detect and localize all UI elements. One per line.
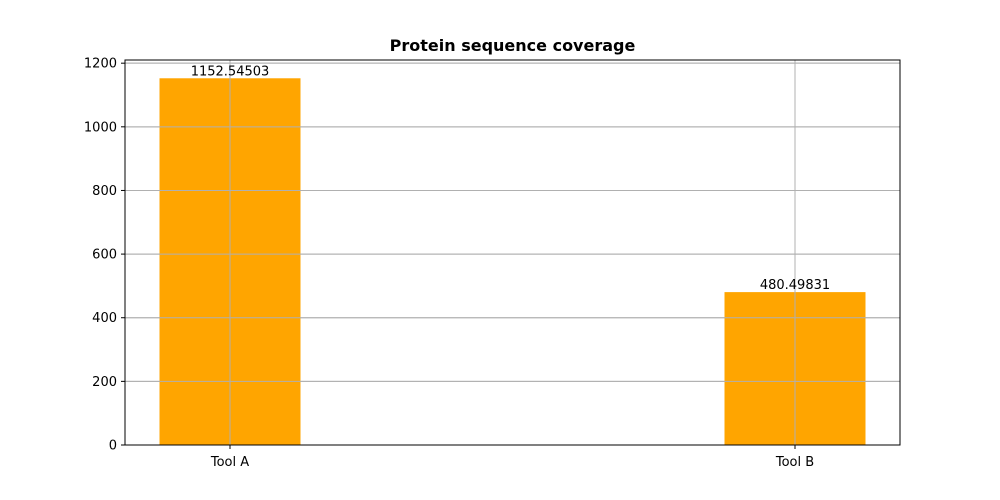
chart-title: Protein sequence coverage: [390, 36, 636, 55]
y-tick-label-4: 800: [92, 184, 117, 199]
y-tick-label-2: 400: [92, 311, 117, 326]
bars: [159, 78, 866, 445]
y-tick-label-1: 200: [92, 375, 117, 390]
x-tick-label-1: Tool B: [775, 455, 814, 470]
y-axis-ticks: 0 200 400 600 800 1000 1200: [84, 57, 125, 454]
data-labels: 1152.54503 480.49831: [191, 64, 830, 293]
vertical-grid-lines: [125, 60, 900, 446]
y-tick-label-6: 1200: [84, 57, 117, 72]
y-tick-label-0: 0: [109, 439, 117, 454]
y-tick-label-5: 1000: [84, 120, 117, 135]
x-tick-label-0: Tool A: [210, 455, 249, 470]
plot-area-frame: [124, 59, 901, 446]
y-tick-label-3: 600: [92, 248, 117, 263]
x-axis-ticks: Tool A Tool B: [210, 445, 814, 470]
data-label-tool-a: 1152.54503: [191, 64, 270, 79]
data-label-tool-b: 480.49831: [760, 278, 830, 293]
